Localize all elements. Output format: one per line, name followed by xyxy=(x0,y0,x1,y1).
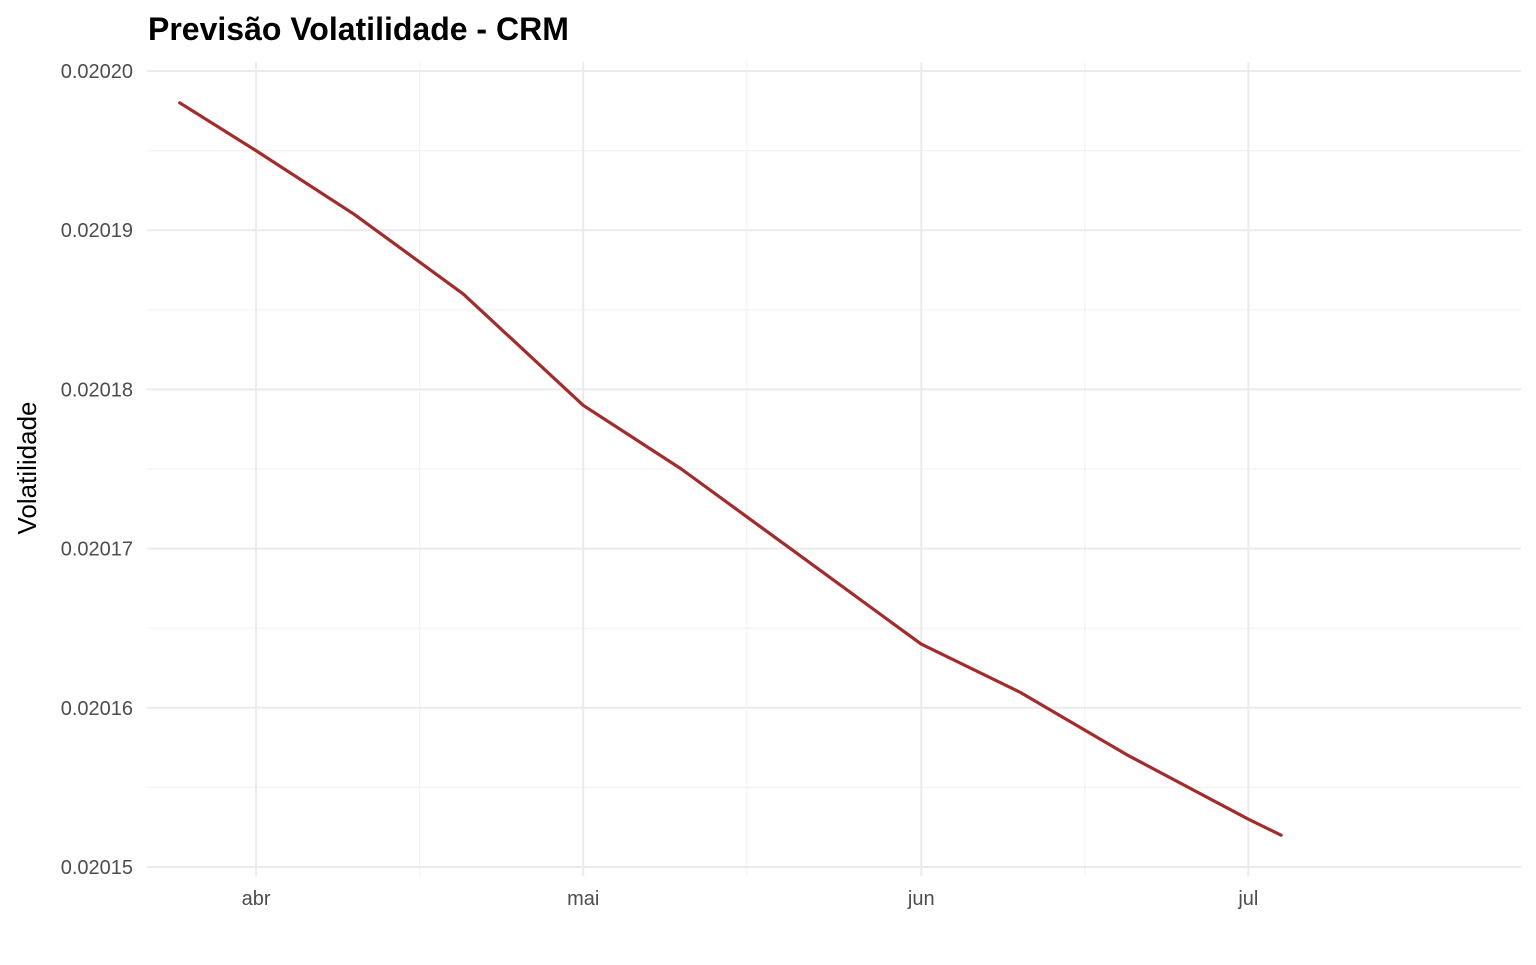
y-tick-label: 0.02018 xyxy=(61,379,133,401)
series-layer xyxy=(178,101,1283,837)
y-tick-label: 0.02016 xyxy=(61,698,133,720)
x-tick-label: mai xyxy=(567,888,599,910)
x-axis-ticks: abr mai jun jul xyxy=(242,888,1259,910)
x-tick-label: jul xyxy=(1237,888,1258,910)
y-axis-label: Volatilidade xyxy=(12,402,42,535)
y-tick-label: 0.02015 xyxy=(61,857,133,879)
y-tick-label: 0.02017 xyxy=(61,539,133,561)
y-tick-label: 0.02020 xyxy=(61,61,133,83)
y-axis-ticks: 0.02015 0.02016 0.02017 0.02018 0.02019 0.020… xyxy=(61,61,133,879)
x-tick-label: jun xyxy=(907,888,935,910)
x-tick-label: abr xyxy=(242,888,271,910)
series-line xyxy=(178,101,1283,837)
grid xyxy=(147,62,1521,876)
y-tick-label: 0.02019 xyxy=(61,220,133,242)
chart-title: Previsão Volatilidade - CRM xyxy=(148,11,569,47)
